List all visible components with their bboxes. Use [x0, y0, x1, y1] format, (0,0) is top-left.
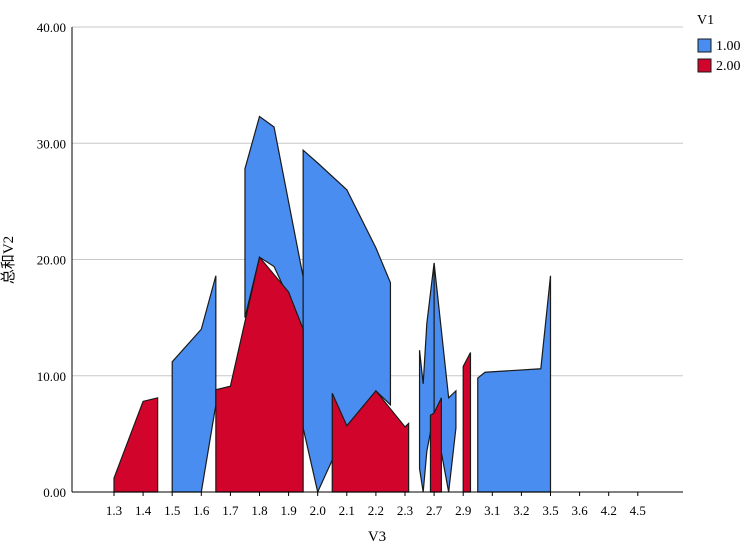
x-tick-label: 4.2	[601, 503, 617, 518]
y-tick-label: 0.00	[43, 485, 66, 500]
x-tick-label: 3.2	[513, 503, 529, 518]
x-tick-label: 1.6	[193, 503, 210, 518]
x-tick-label: 2.3	[397, 503, 413, 518]
x-tick-label: 4.5	[630, 503, 646, 518]
area-segment-2.00	[113, 397, 159, 493]
legend: V1 1.00 2.00	[697, 13, 741, 74]
y-tick-label: 30.00	[37, 136, 66, 151]
axes	[71, 27, 683, 493]
y-axis-title: 总和V2	[0, 236, 17, 284]
area-segment-1.00	[171, 275, 217, 493]
legend-swatch	[697, 58, 712, 73]
area-segment-1.00	[302, 148, 392, 494]
x-tick-label: 2.2	[368, 503, 384, 518]
x-tick-label: 3.1	[484, 503, 500, 518]
x-tick-label: 1.5	[164, 503, 180, 518]
x-tick-labels: 1.3 1.4 1.5 1.6 1.7 1.8 1.9 2.0 2.1 2.2 2.3 2.7 2.9 3…	[106, 492, 646, 518]
x-axis-title: V3	[368, 529, 386, 545]
x-tick-label: 2.1	[339, 503, 355, 518]
x-tick-label: 2.0	[310, 503, 326, 518]
x-tick-label: 1.9	[280, 503, 296, 518]
chart-areas	[113, 115, 552, 494]
y-tick-label: 10.00	[37, 369, 66, 384]
legend-title: V1	[697, 13, 714, 28]
y-tick-label: 20.00	[37, 253, 66, 268]
x-tick-label: 3.6	[571, 503, 588, 518]
x-tick-label: 3.5	[542, 503, 558, 518]
x-tick-label: 1.4	[135, 503, 152, 518]
y-tick-labels: 0.00 10.00 20.00 30.00 40.00	[37, 20, 66, 500]
legend-label: 2.00	[716, 59, 741, 74]
x-tick-label: 1.8	[251, 503, 267, 518]
x-tick-label: 1.3	[106, 503, 122, 518]
x-tick-label: 2.7	[426, 503, 443, 518]
x-tick-label: 2.9	[455, 503, 471, 518]
legend-label: 1.00	[716, 39, 741, 54]
area-segment-2.00	[462, 352, 472, 493]
y-tick-label: 40.00	[37, 20, 66, 35]
area-segment-1.00	[477, 275, 552, 493]
x-tick-label: 1.7	[222, 503, 239, 518]
legend-swatch	[697, 38, 712, 53]
